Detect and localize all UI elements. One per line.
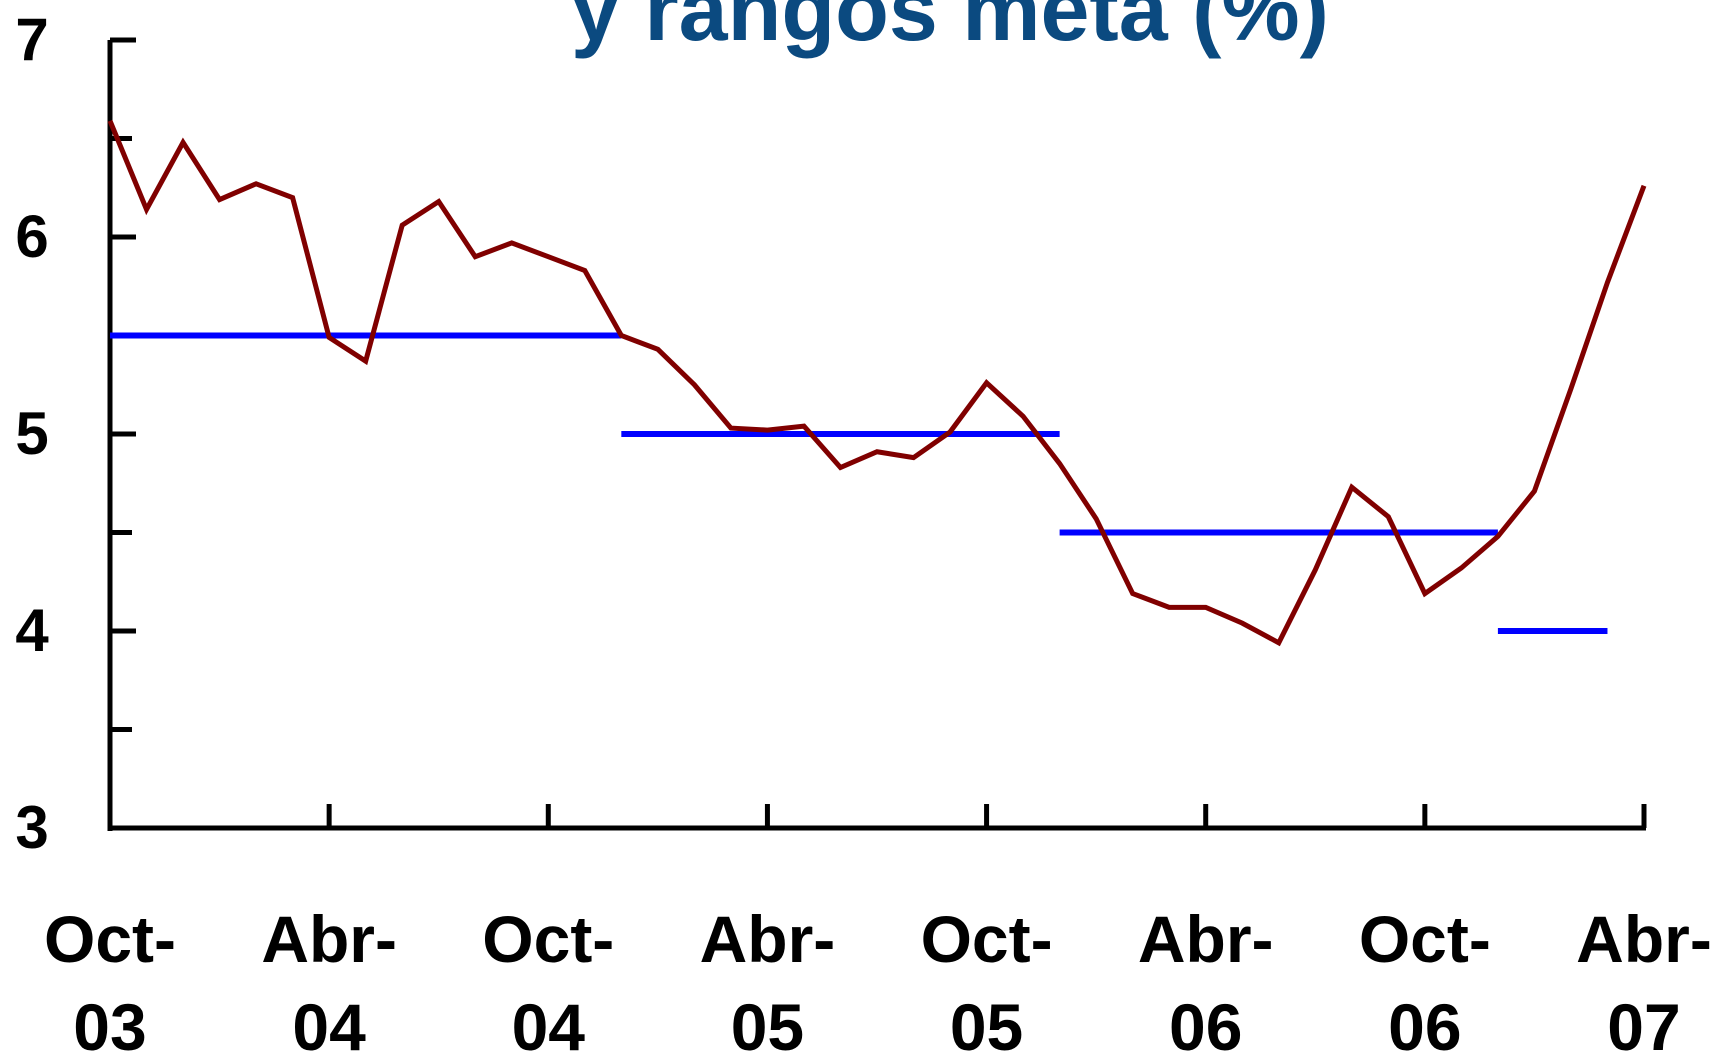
x-tick-label: Abr-05 [699, 902, 836, 1063]
x-tick-label: Oct-06 [1358, 902, 1491, 1063]
chart-title: y rangos meta (%) [571, 0, 1329, 59]
x-tick-label: Oct-03 [44, 902, 176, 1063]
x-tick-label: Abr-07 [1576, 902, 1712, 1063]
x-tick-label: Abr-04 [261, 902, 397, 1063]
x-tick-label: Oct-04 [482, 902, 615, 1063]
y-tick-label: 3 [15, 794, 48, 861]
x-tick-label: Oct-05 [920, 902, 1053, 1063]
y-tick-label: 4 [15, 597, 49, 664]
data-line [107, 119, 1647, 647]
y-tick-label: 7 [15, 6, 48, 73]
x-tick-label: Abr-06 [1137, 902, 1274, 1063]
y-tick-label: 6 [15, 203, 48, 270]
y-tick-label: 5 [15, 400, 48, 467]
